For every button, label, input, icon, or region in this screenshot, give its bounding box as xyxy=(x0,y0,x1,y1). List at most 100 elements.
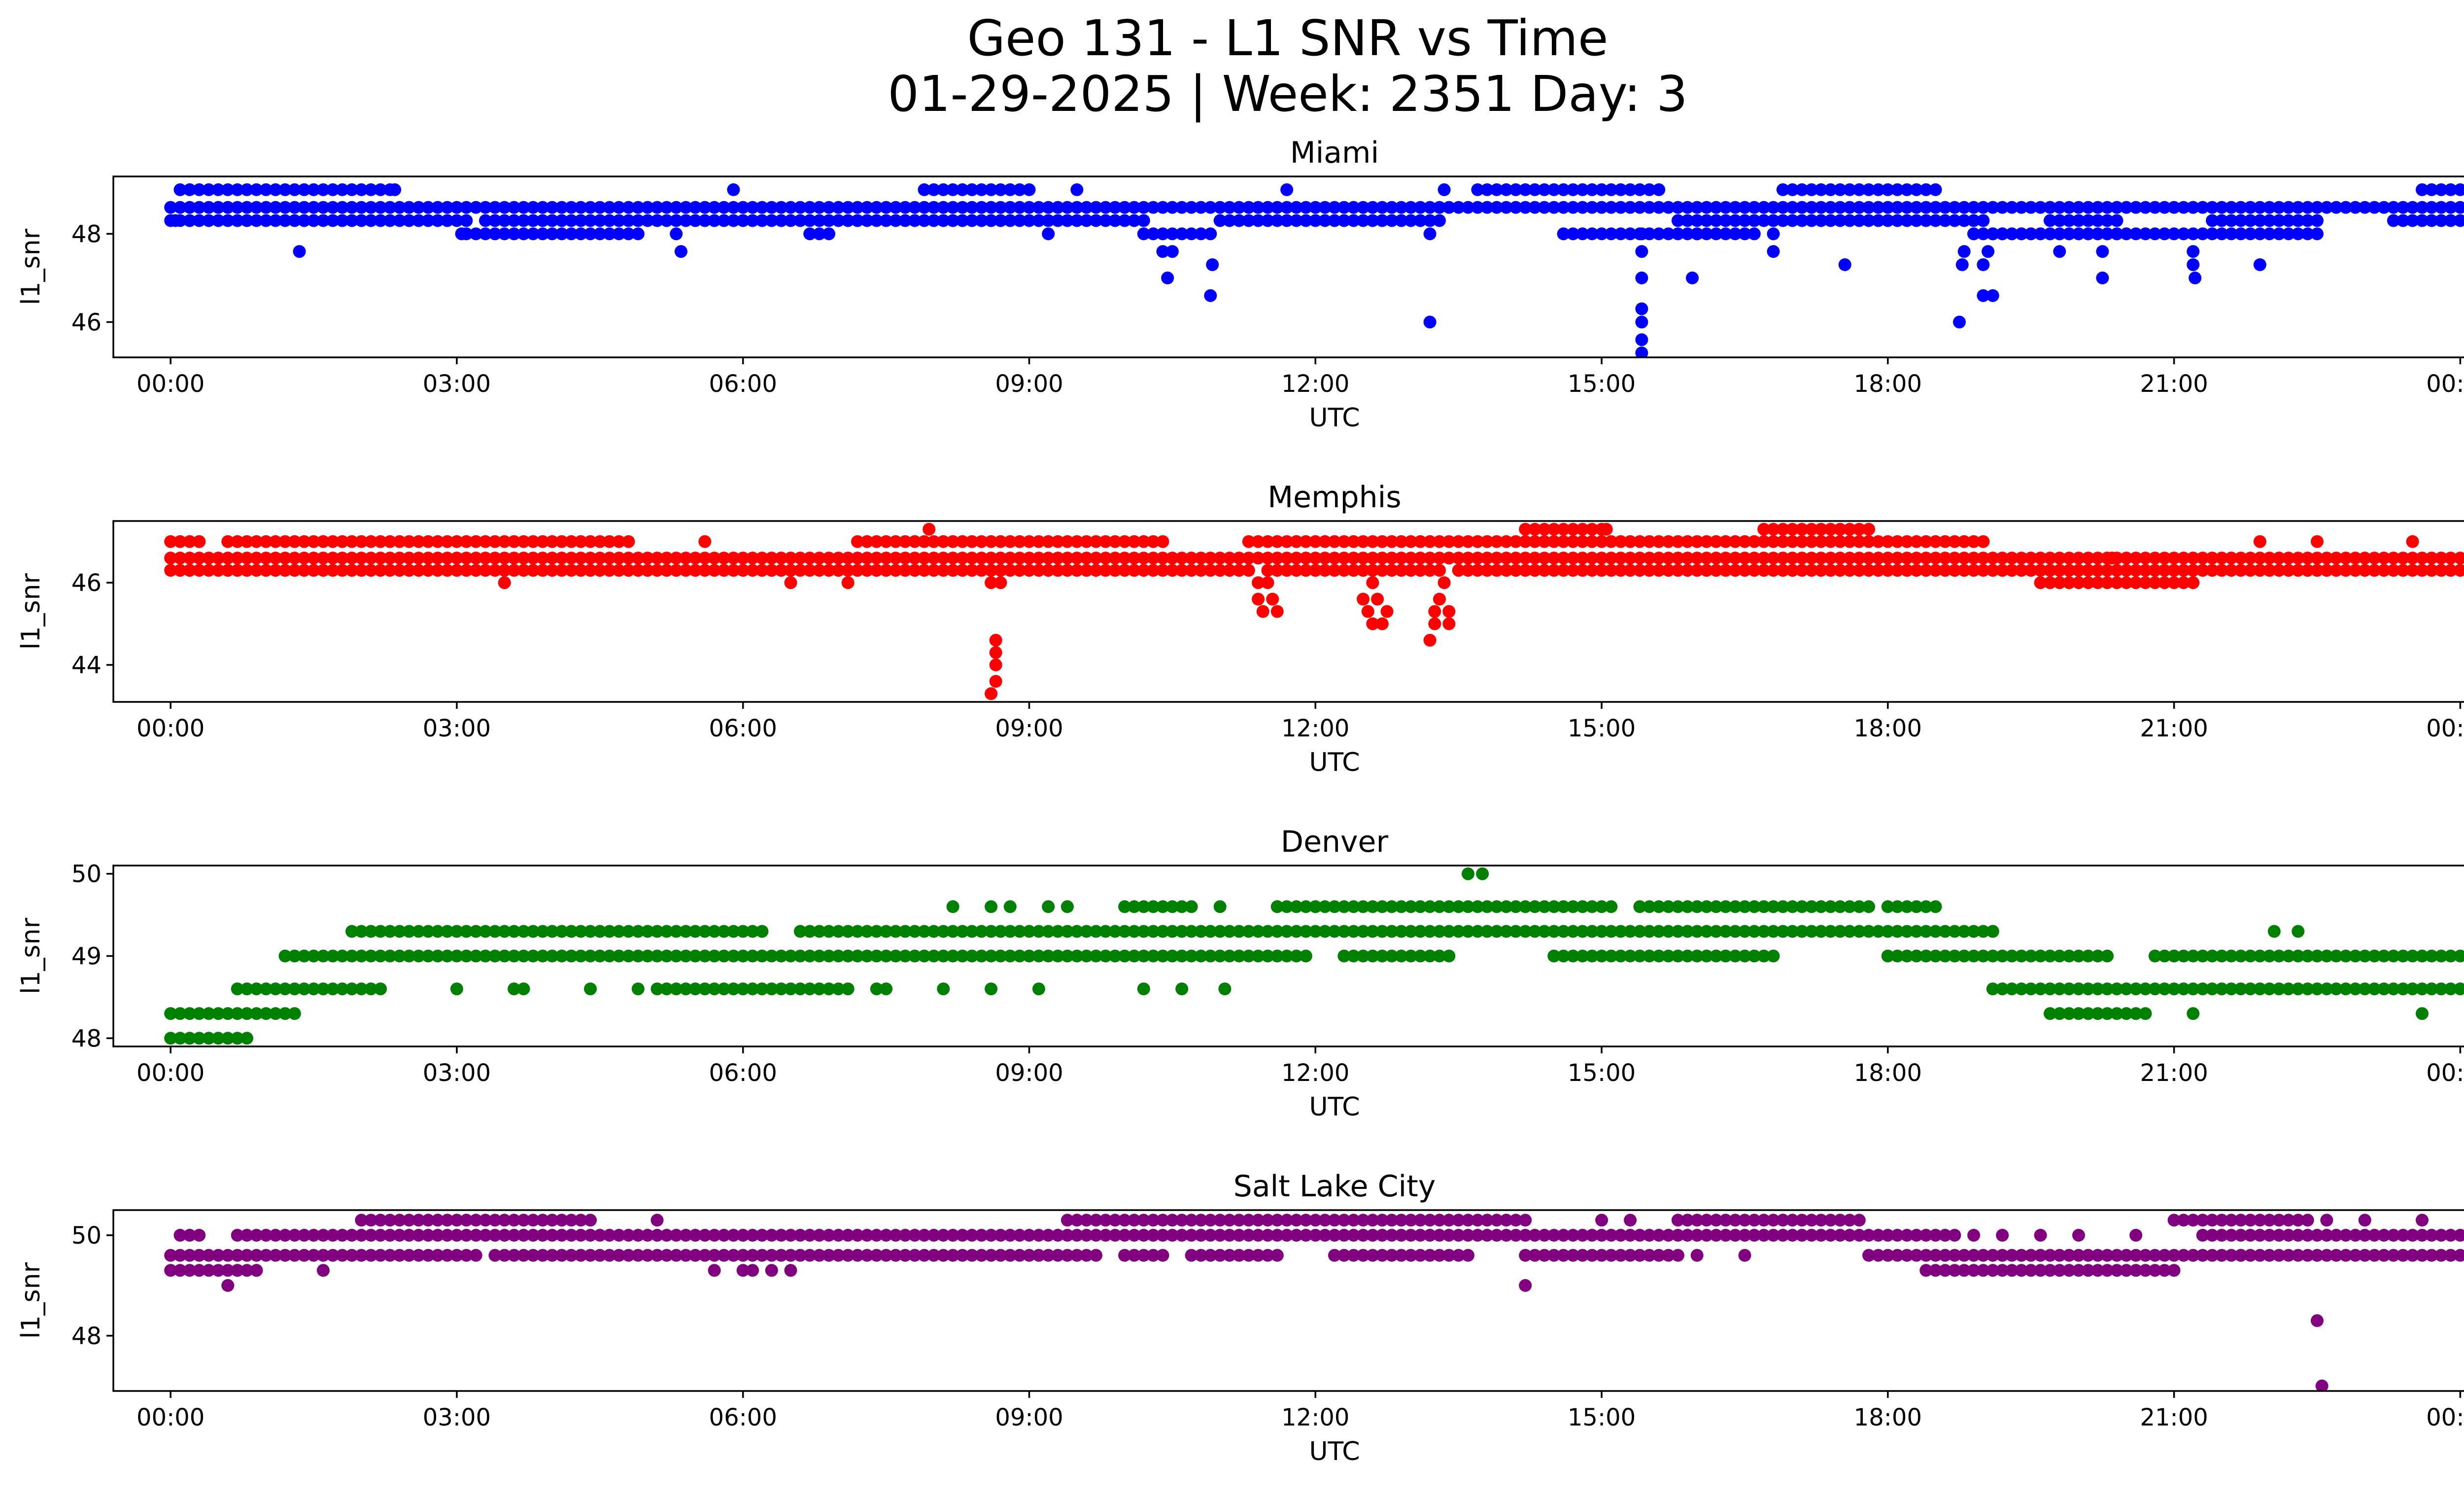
data-point xyxy=(2053,1007,2066,1020)
data-point xyxy=(2406,1229,2419,1242)
data-point xyxy=(650,1214,664,1227)
data-point xyxy=(1719,214,1732,227)
data-point xyxy=(1051,1249,1064,1262)
data-point xyxy=(2148,1264,2161,1277)
data-point xyxy=(2189,271,2202,284)
data-point xyxy=(2082,201,2095,214)
y-tick-label: 48 xyxy=(71,1322,102,1350)
data-point xyxy=(2139,552,2152,565)
data-point xyxy=(1996,1249,2009,1262)
data-point xyxy=(1824,1214,1837,1227)
data-point xyxy=(870,564,883,577)
data-point xyxy=(1452,900,1465,913)
data-point xyxy=(1929,949,1942,963)
data-point xyxy=(441,1214,454,1227)
data-point xyxy=(1003,564,1017,577)
data-point xyxy=(2358,1249,2371,1262)
x-tick-label: 09:00 xyxy=(995,1059,1063,1087)
data-point xyxy=(870,925,883,938)
data-point xyxy=(2406,552,2419,565)
data-point xyxy=(1881,564,1894,577)
data-point xyxy=(326,183,340,196)
data-point xyxy=(2292,1214,2305,1227)
y-tick-label: 46 xyxy=(71,569,102,597)
data-point xyxy=(2215,564,2228,577)
data-point xyxy=(1805,201,1818,214)
data-point xyxy=(1433,900,1446,913)
data-point xyxy=(2044,564,2056,577)
data-point xyxy=(1519,900,1532,913)
data-point xyxy=(1919,949,1933,963)
data-point xyxy=(326,949,340,963)
data-point xyxy=(488,201,502,214)
data-point xyxy=(708,201,721,214)
data-point xyxy=(1719,1229,1732,1242)
data-point xyxy=(212,1264,225,1277)
data-point xyxy=(2082,1249,2095,1262)
data-point xyxy=(1108,564,1122,577)
data-point xyxy=(355,1214,368,1227)
data-point xyxy=(2120,564,2133,577)
data-point xyxy=(1948,1264,1961,1277)
data-point xyxy=(2244,982,2257,996)
data-point xyxy=(688,214,702,227)
data-point xyxy=(1423,315,1437,329)
data-point xyxy=(2339,982,2353,996)
data-point xyxy=(1462,1214,1474,1227)
data-point xyxy=(1509,1229,1522,1242)
data-point xyxy=(1948,1229,1961,1242)
data-point xyxy=(1729,552,1742,565)
data-point xyxy=(259,1229,273,1242)
data-point xyxy=(431,535,445,548)
data-point xyxy=(2206,201,2219,214)
data-point xyxy=(421,925,435,938)
data-point xyxy=(1195,925,1207,938)
data-point xyxy=(1795,535,1809,548)
data-point xyxy=(2253,1214,2266,1227)
data-point xyxy=(1175,552,1189,565)
data-point xyxy=(1347,535,1360,548)
data-point xyxy=(2301,1229,2314,1242)
data-point xyxy=(2024,1264,2038,1277)
data-point xyxy=(2368,201,2381,214)
data-point xyxy=(307,183,320,196)
data-point xyxy=(727,982,740,996)
data-point xyxy=(1404,564,1417,577)
data-point xyxy=(2177,576,2190,590)
data-point xyxy=(2062,1249,2076,1262)
data-point xyxy=(1108,552,1122,565)
data-point xyxy=(2062,201,2076,214)
data-point xyxy=(1635,271,1648,284)
data-point xyxy=(269,1229,282,1242)
data-point xyxy=(2044,1007,2056,1020)
data-point xyxy=(613,535,625,548)
data-point xyxy=(1442,535,1456,548)
data-point xyxy=(326,201,340,214)
data-point xyxy=(851,564,864,577)
data-point xyxy=(1795,183,1809,196)
data-point xyxy=(1805,183,1818,196)
data-point xyxy=(1213,1229,1227,1242)
data-point xyxy=(488,227,502,241)
data-point xyxy=(374,535,387,548)
data-point xyxy=(278,552,292,565)
data-point xyxy=(1757,900,1771,913)
data-point xyxy=(403,214,416,227)
data-point xyxy=(2454,183,2464,196)
data-point xyxy=(2396,201,2410,214)
data-point xyxy=(1357,214,1370,227)
data-point xyxy=(1261,576,1274,590)
data-point xyxy=(956,552,969,565)
x-tick-label: 21:00 xyxy=(2140,1404,2208,1431)
data-point xyxy=(1080,214,1093,227)
data-point xyxy=(1757,552,1771,565)
data-point xyxy=(240,982,253,996)
data-point xyxy=(1900,925,1914,938)
data-point xyxy=(1395,949,1408,963)
data-point xyxy=(1633,552,1646,565)
data-point xyxy=(1633,1249,1646,1262)
data-point xyxy=(2091,201,2104,214)
data-point xyxy=(593,227,607,241)
data-point xyxy=(1567,1229,1579,1242)
data-point xyxy=(383,201,397,214)
